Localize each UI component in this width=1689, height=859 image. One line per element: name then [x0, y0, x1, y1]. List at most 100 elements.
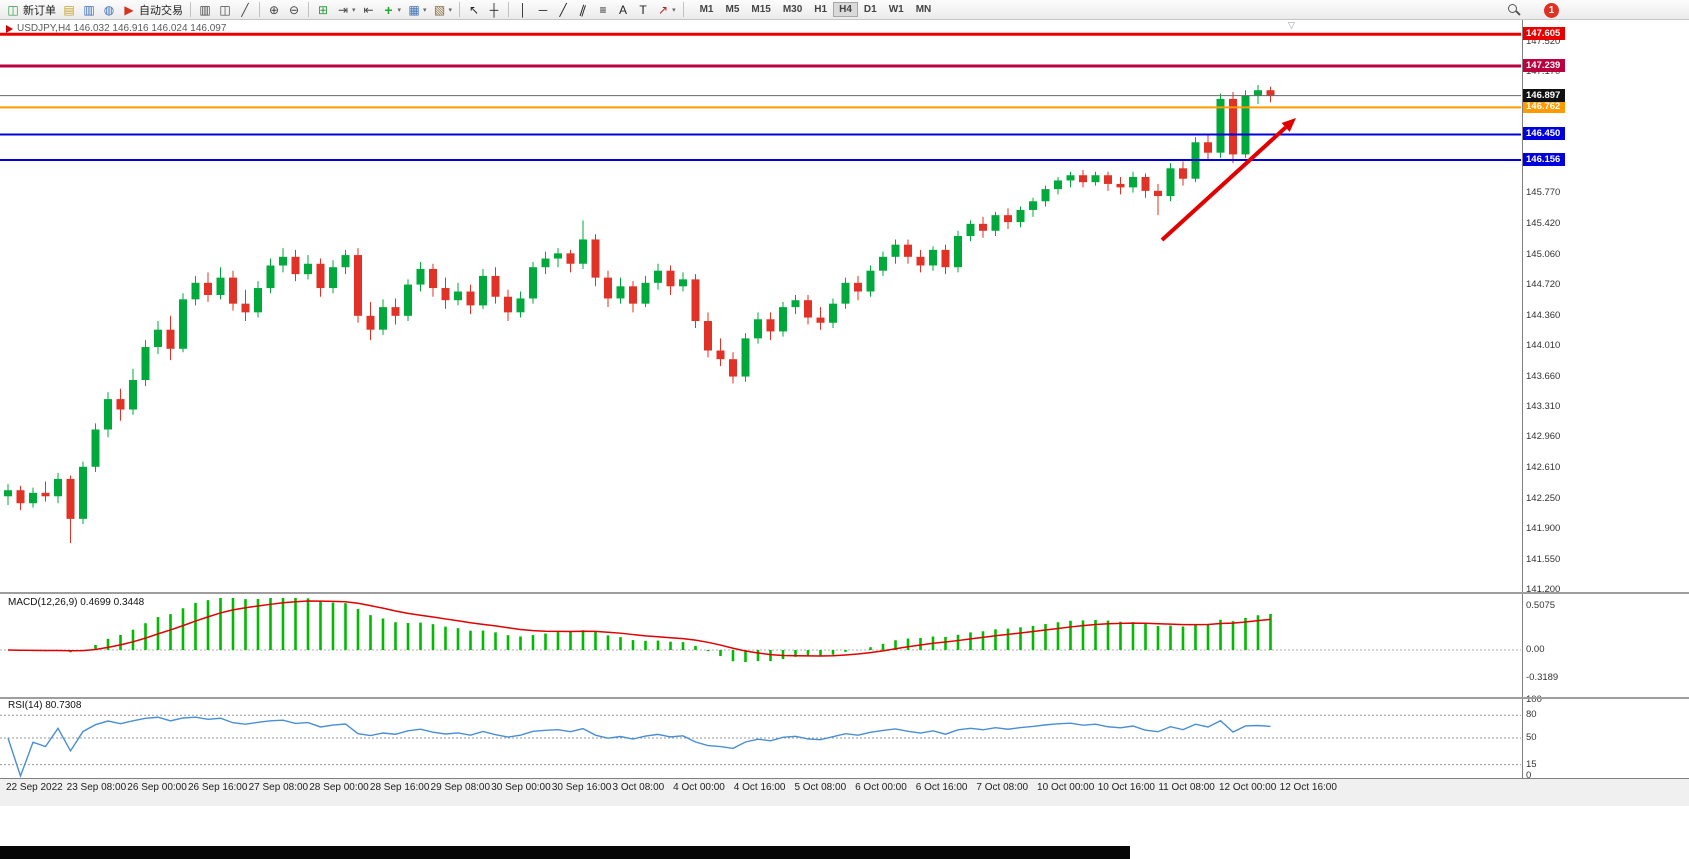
zoom-out-icon: ⊖	[288, 2, 300, 17]
toolbar-right: 1	[1506, 2, 1559, 18]
chart-shift-marker-icon[interactable]: ▽	[1288, 20, 1295, 30]
candlestick-icon: ◫	[219, 2, 231, 17]
market-watch-button[interactable]: ▥	[79, 1, 99, 19]
timeframe-w1-button[interactable]: W1	[888, 4, 904, 15]
time-tick-label: 6 Oct 00:00	[855, 782, 907, 793]
toolbar-separator	[190, 2, 191, 17]
zoom-in-icon: ⊕	[268, 2, 280, 17]
time-tick-label: 6 Oct 16:00	[915, 782, 968, 793]
horizontal-line-icon: ─	[538, 2, 548, 17]
time-tick-label: 11 Oct 08:00	[1158, 782, 1215, 793]
new-order-button[interactable]: ◫ 新订单	[3, 1, 59, 19]
symbol-ohlc-text: USDJPY,H4 146.032 146.916 146.024 146.09…	[17, 23, 227, 34]
time-tick-label: 10 Oct 00:00	[1037, 782, 1095, 793]
chart-plot-area[interactable]	[0, 20, 1522, 778]
chart-shift-icon: ⇤	[363, 2, 374, 17]
trendline-icon: ╱	[559, 2, 567, 17]
channel-button[interactable]: ∥	[573, 1, 593, 19]
new-order-icon: ◫	[7, 2, 19, 17]
search-icon	[1508, 4, 1517, 13]
trendline-button[interactable]: ╱	[553, 1, 573, 19]
horizontal-line-button[interactable]: ─	[533, 1, 553, 19]
toolbar-separator	[308, 2, 309, 17]
crosshair-icon: ┼	[489, 2, 499, 17]
time-tick-label: 28 Sep 00:00	[309, 782, 369, 793]
timeframe-m1-button[interactable]: M1	[699, 4, 714, 15]
templates-button[interactable]: ▧ ▾	[430, 1, 456, 19]
time-tick-label: 23 Sep 08:00	[66, 782, 127, 793]
time-tick-label: 7 Oct 08:00	[976, 782, 1029, 793]
tile-windows-icon: ⊞	[317, 2, 329, 17]
data-window-button[interactable]: ◍	[99, 1, 119, 19]
autotrading-button-label: 自动交易	[139, 4, 183, 17]
time-tick-label: 26 Sep 16:00	[187, 782, 248, 793]
time-tick-label: 4 Oct 00:00	[673, 782, 725, 793]
time-tick-label: 5 Oct 08:00	[794, 782, 847, 793]
timeframe-m15-button[interactable]: M15	[751, 4, 771, 15]
channel-icon: ∥	[578, 1, 589, 18]
line-chart-button[interactable]: ╱	[235, 1, 255, 19]
dropdown-caret-icon: ▾	[448, 6, 453, 14]
label-button[interactable]: T	[633, 1, 653, 19]
rsi-panel-splitter[interactable]	[0, 697, 1689, 699]
timeframe-m5-button[interactable]: M5	[725, 4, 740, 15]
time-tick-label: 30 Sep 16:00	[551, 782, 612, 793]
price-axis[interactable]	[1522, 20, 1689, 778]
timeframe-h4-button[interactable]: H4	[833, 2, 858, 17]
line-chart-icon: ╱	[241, 2, 249, 17]
templates-icon: ▧	[433, 2, 446, 17]
time-tick-label: 12 Oct 00:00	[1219, 782, 1277, 793]
macd-panel-splitter[interactable]	[0, 592, 1689, 594]
toolbar-separator	[682, 2, 684, 17]
cursor-button[interactable]: ↖	[464, 1, 484, 19]
periods-button[interactable]: ▦ ▾	[404, 1, 430, 19]
data-window-icon: ◍	[103, 2, 115, 17]
vertical-line-icon: │	[519, 2, 527, 17]
timeframe-mn-button[interactable]: MN	[915, 4, 932, 15]
macd-indicator-label: MACD(12,26,9) 0.4699 0.3448	[8, 597, 145, 608]
time-axis[interactable]: 22 Sep 2022 23 Sep 08:00 26 Sep 00:00 26 Se…	[0, 778, 1689, 806]
autotrading-play-icon: ▶	[124, 2, 134, 17]
arrow-objects-icon: ↗	[658, 2, 669, 17]
dropdown-caret-icon: ▾	[397, 6, 402, 14]
symbol-marker-icon	[6, 24, 13, 33]
timeframe-m30-button[interactable]: M30	[782, 4, 803, 15]
crosshair-button[interactable]: ┼	[484, 1, 504, 19]
new-order-button-label: 新订单	[23, 4, 56, 17]
chart-shift-button[interactable]: ⇤	[359, 1, 379, 19]
bottom-black-bar	[0, 846, 1130, 859]
charts-profile-button[interactable]: ▤	[59, 1, 79, 19]
tile-windows-button[interactable]: ⊞	[313, 1, 333, 19]
toolbar-separator	[459, 2, 461, 17]
symbol-info: USDJPY,H4 146.032 146.916 146.024 146.09…	[6, 23, 226, 34]
bar-chart-icon: ▥	[199, 2, 211, 17]
toolbar: ◫ 新订单 ▤ ▥ ◍ ▶ 自动交易 ▥ ◫ ╱ ⊕ ⊖ ⊞ ⇥ ▾ ⇤ + ▾ ▦ ▾ ▧ ▾ ↖ ┼ │ ─ ╱ ∥ ≡ A T ↗ ▾ M1…	[0, 0, 1689, 20]
indicators-plus-icon: +	[384, 1, 393, 18]
cursor-icon: ↖	[469, 2, 480, 17]
notification-badge[interactable]: 1	[1544, 2, 1559, 18]
fibonacci-icon: ≡	[599, 2, 607, 17]
periods-icon: ▦	[408, 2, 420, 17]
candlestick-chart-button[interactable]: ◫	[215, 1, 235, 19]
text-icon: A	[619, 2, 628, 17]
time-tick-label: 12 Oct 16:00	[1279, 782, 1337, 793]
bar-chart-button[interactable]: ▥	[195, 1, 215, 19]
zoom-in-button[interactable]: ⊕	[264, 1, 284, 19]
timeframe-h1-button[interactable]: H1	[814, 4, 828, 15]
time-tick-label: 3 Oct 08:00	[612, 782, 665, 793]
indicators-button[interactable]: + ▾	[379, 1, 405, 19]
zoom-out-button[interactable]: ⊖	[284, 1, 304, 19]
fibonacci-button[interactable]: ≡	[593, 1, 613, 19]
arrows-button[interactable]: ↗ ▾	[653, 1, 679, 19]
search-button[interactable]	[1506, 2, 1522, 18]
text-button[interactable]: A	[613, 1, 633, 19]
rsi-indicator-label: RSI(14) 80.7308	[8, 700, 82, 711]
time-tick-label: 29 Sep 08:00	[430, 782, 491, 793]
auto-scroll-button[interactable]: ⇥ ▾	[333, 1, 359, 19]
autotrading-button[interactable]: ▶ 自动交易	[119, 1, 186, 19]
time-tick-label: 26 Sep 00:00	[127, 782, 187, 793]
vertical-line-button[interactable]: │	[513, 1, 533, 19]
dropdown-caret-icon: ▾	[352, 6, 356, 14]
timeframe-d1-button[interactable]: D1	[863, 4, 877, 15]
